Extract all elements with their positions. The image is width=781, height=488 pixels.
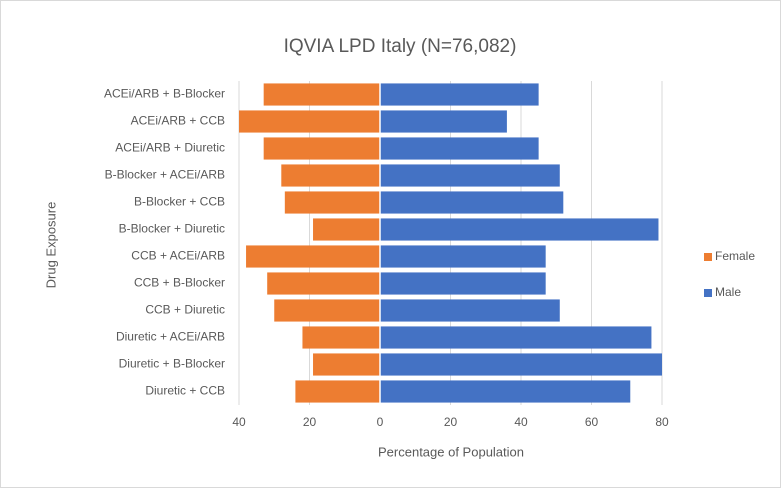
x-tick-label: 20: [303, 415, 317, 429]
bar: [295, 380, 380, 403]
y-tick-label: Diuretic + CCB: [145, 384, 225, 398]
legend-swatch: [704, 253, 712, 261]
y-tick-label: B-Blocker + ACEi/ARB: [105, 168, 225, 182]
bar: [380, 164, 560, 187]
bar: [380, 326, 652, 349]
x-tick-label: 80: [655, 415, 669, 429]
bar: [380, 218, 659, 241]
y-tick-label: CCB + ACEi/ARB: [131, 249, 225, 263]
y-tick-label: B-Blocker + Diuretic: [119, 222, 225, 236]
bar: [246, 245, 380, 268]
x-tick-label: 60: [585, 415, 599, 429]
bar: [313, 218, 380, 241]
y-axis-title: Drug Exposure: [43, 202, 58, 289]
legend-label: Male: [715, 285, 741, 299]
bar: [313, 353, 380, 376]
legend-label: Female: [715, 249, 755, 263]
y-tick-label: ACEi/ARB + B-Blocker: [104, 87, 225, 101]
bar: [380, 299, 560, 322]
bar: [284, 191, 380, 214]
bar: [380, 110, 507, 133]
bar: [274, 299, 380, 322]
bar: [263, 137, 380, 160]
x-tick-label: 0: [377, 415, 384, 429]
bar: [380, 245, 546, 268]
y-tick-label: Diuretic + ACEi/ARB: [116, 330, 225, 344]
y-tick-label: Diuretic + B-Blocker: [119, 357, 225, 371]
y-tick-label: CCB + Diuretic: [145, 303, 225, 317]
bar: [380, 272, 546, 295]
x-tick-label: 20: [444, 415, 458, 429]
bar: [281, 164, 380, 187]
x-tick-label: 40: [232, 415, 246, 429]
bar: [380, 137, 539, 160]
y-tick-label: ACEi/ARB + Diuretic: [115, 141, 225, 155]
bar: [380, 380, 631, 403]
y-tick-label: B-Blocker + CCB: [134, 195, 225, 209]
x-tick-label: 40: [514, 415, 528, 429]
y-tick-label: ACEi/ARB + CCB: [131, 114, 225, 128]
bar: [380, 191, 564, 214]
bar: [239, 110, 380, 133]
legend-swatch: [704, 289, 712, 297]
bar: [380, 83, 539, 106]
y-tick-label: CCB + B-Blocker: [134, 276, 225, 290]
bar: [380, 353, 662, 376]
chart-title: IQVIA LPD Italy (N=76,082): [284, 36, 517, 57]
x-axis-title: Percentage of Population: [378, 444, 524, 459]
bar: [263, 83, 380, 106]
bar: [267, 272, 380, 295]
bar: [302, 326, 380, 349]
